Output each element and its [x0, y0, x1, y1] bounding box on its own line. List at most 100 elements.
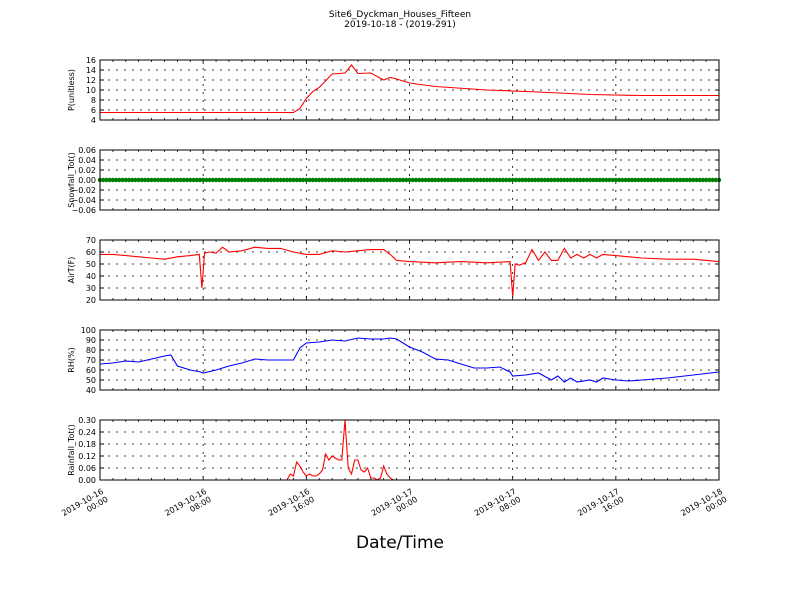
data-point	[297, 177, 303, 183]
data-point	[642, 177, 648, 183]
y-tick-label: −0.06	[71, 206, 96, 215]
x-tick-label: 2019-10-1600:00	[60, 487, 109, 526]
data-point	[549, 177, 554, 183]
x-tick-label: 2019-10-1708:00	[473, 487, 522, 526]
data-point	[658, 177, 664, 183]
data-point	[416, 177, 422, 183]
y-tick-label: 50	[86, 260, 96, 269]
y-tick-label: 0.00	[78, 476, 96, 485]
data-point	[439, 177, 444, 183]
data-point	[542, 177, 548, 183]
data-point	[526, 177, 531, 183]
data-point	[442, 177, 448, 183]
data-point	[555, 177, 561, 183]
y-tick-label: 70	[86, 356, 96, 365]
y-tick-label: 0.00	[78, 176, 96, 185]
data-point	[113, 177, 119, 183]
data-point	[271, 177, 277, 183]
data-point	[481, 177, 486, 183]
x-tick-label: 2019-10-1616:00	[267, 487, 316, 526]
data-point	[362, 177, 367, 183]
data-point	[610, 177, 615, 183]
data-point	[191, 177, 196, 183]
data-point	[491, 177, 496, 183]
data-point	[497, 177, 502, 183]
data-point	[536, 177, 541, 183]
y-axis-label: RH(%)	[67, 347, 76, 372]
data-point	[413, 177, 419, 183]
y-axis-label: P(unitless)	[67, 69, 76, 111]
data-point	[465, 177, 470, 183]
data-point	[368, 177, 374, 183]
y-tick-label: 30	[86, 284, 96, 293]
y-tick-label: 4	[91, 116, 96, 125]
y-tick-label: 60	[86, 248, 96, 257]
y-tick-label: 50	[86, 376, 96, 385]
data-point	[146, 177, 151, 183]
data-point	[533, 177, 538, 183]
data-point	[581, 177, 586, 183]
data-point	[165, 177, 170, 183]
data-point	[639, 177, 644, 183]
y-axis-label: AirT(F)	[67, 257, 76, 284]
data-point	[171, 177, 177, 183]
data-point	[552, 177, 557, 183]
data-point	[397, 177, 403, 183]
data-point	[687, 177, 693, 183]
axes-frame	[99, 329, 720, 391]
data-point	[678, 177, 683, 183]
data-point	[281, 177, 286, 183]
data-point	[384, 177, 390, 183]
data-point	[594, 177, 599, 183]
data-point	[258, 177, 264, 183]
data-point	[210, 177, 216, 183]
data-point	[317, 177, 322, 183]
data-point	[410, 177, 415, 183]
data-point	[326, 177, 332, 183]
data-point	[175, 177, 180, 183]
data-point	[246, 177, 251, 183]
data-point	[378, 177, 383, 183]
x-tick-label: 2019-10-1608:00	[163, 487, 212, 526]
y-tick-label: −0.04	[71, 196, 96, 205]
data-point	[697, 177, 702, 183]
data-point	[288, 177, 293, 183]
data-point	[671, 177, 677, 183]
data-point	[120, 177, 125, 183]
data-point	[529, 177, 535, 183]
data-point	[323, 177, 328, 183]
data-point	[123, 177, 128, 183]
data-point	[562, 177, 567, 183]
y-tick-label: 100	[81, 326, 96, 335]
data-point	[423, 177, 428, 183]
data-point	[652, 177, 657, 183]
data-point	[681, 177, 686, 183]
data-point	[426, 177, 432, 183]
data-point	[349, 177, 354, 183]
data-point	[236, 177, 241, 183]
data-point	[500, 177, 506, 183]
chart-title: Site6_Dyckman_Houses_Fifteen	[328, 10, 472, 20]
data-point	[626, 177, 631, 183]
data-point	[194, 177, 199, 183]
data-point	[471, 177, 477, 183]
data-point	[394, 177, 399, 183]
data-point	[404, 177, 409, 183]
data-point	[436, 177, 441, 183]
data-point	[320, 177, 325, 183]
data-point	[300, 177, 306, 183]
y-tick-label: 0.06	[78, 464, 96, 473]
y-axis-label: Rainfall_Tot()	[67, 424, 76, 476]
data-point	[339, 177, 344, 183]
y-tick-label: 0.30	[78, 416, 96, 425]
data-point	[494, 177, 499, 183]
data-point	[233, 177, 238, 183]
data-point	[636, 177, 641, 183]
y-tick-label: 40	[86, 386, 96, 395]
data-point	[539, 177, 544, 183]
data-point	[178, 177, 183, 183]
data-point	[674, 177, 680, 183]
data-point	[458, 177, 464, 183]
data-point	[578, 177, 583, 183]
data-point	[623, 177, 628, 183]
